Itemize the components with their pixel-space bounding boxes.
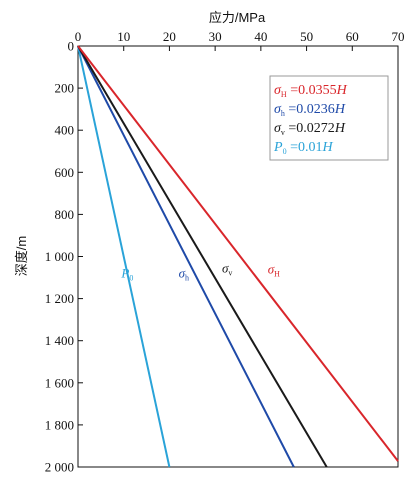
x-tick-label: 70 bbox=[392, 29, 405, 44]
y-tick-label: 1 400 bbox=[45, 333, 74, 348]
y-tick-label: 600 bbox=[55, 165, 75, 180]
legend-box bbox=[269, 75, 389, 161]
y-tick-label: 1 200 bbox=[45, 291, 74, 306]
y-tick-label: 1 800 bbox=[45, 417, 74, 432]
legend: σH =0.0355H σh =0.0236H σv =0.0272H P0 =0.0… bbox=[269, 75, 389, 161]
x-tick-label: 20 bbox=[163, 29, 176, 44]
y-tick-label: 2 000 bbox=[45, 460, 74, 475]
y-tick-label: 200 bbox=[55, 81, 75, 96]
y-tick-label: 0 bbox=[68, 39, 75, 54]
y-tick-label: 1 600 bbox=[45, 375, 74, 390]
curve-labels: P0 σh σv σH bbox=[120, 260, 280, 282]
series-line-0 bbox=[77, 45, 171, 468]
x-tick-label: 10 bbox=[117, 29, 130, 44]
series-lines bbox=[77, 45, 399, 468]
series-line-v bbox=[77, 45, 328, 468]
x-tick-label: 60 bbox=[346, 29, 359, 44]
x-tick-label: 0 bbox=[75, 29, 82, 44]
series-line-H bbox=[77, 45, 399, 462]
y-axis-title: 深度/m bbox=[14, 236, 29, 276]
series-line-h bbox=[77, 45, 295, 468]
x-axis-title: 应力/MPa bbox=[209, 10, 266, 25]
x-tick-label: 30 bbox=[209, 29, 222, 44]
curve-label-0: P0 bbox=[120, 266, 133, 283]
y-axis-ticks: 0 200 400 600 800 1 000 1 200 1 400 1 600 1 800 2 … bbox=[45, 39, 83, 475]
legend-entry: P0 =0.01H bbox=[273, 140, 333, 156]
x-tick-label: 50 bbox=[300, 29, 313, 44]
curve-label-h: σh bbox=[179, 266, 189, 283]
curve-label-v: σv bbox=[222, 260, 232, 277]
y-tick-label: 1 000 bbox=[45, 249, 74, 264]
curve-label-H: σH bbox=[268, 261, 280, 278]
y-tick-label: 400 bbox=[55, 123, 75, 138]
x-axis-ticks: 0 10 20 30 40 50 60 70 bbox=[75, 29, 405, 51]
legend-entry: σv =0.0272H bbox=[274, 121, 346, 137]
legend-entry: σH =0.0355H bbox=[274, 83, 348, 99]
y-tick-label: 800 bbox=[55, 207, 75, 222]
x-tick-label: 40 bbox=[254, 29, 267, 44]
legend-entry: σh =0.0236H bbox=[274, 102, 346, 118]
